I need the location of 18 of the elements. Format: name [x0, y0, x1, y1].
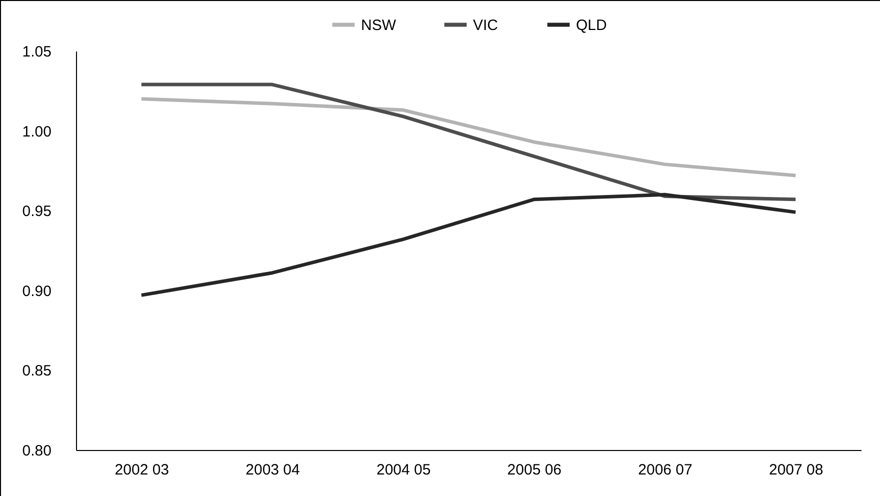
- x-tick-label: 2002 03: [114, 462, 170, 478]
- y-tick-label: 0.95: [22, 203, 52, 220]
- y-tick-label: 1.05: [22, 44, 52, 60]
- x-tick-label: 2007 08: [768, 462, 824, 478]
- y-tick-label: 1.00: [22, 123, 52, 140]
- x-tick-label: 2005 06: [507, 462, 562, 478]
- y-tick-label: 0.85: [22, 362, 52, 380]
- line-series: [140, 192, 798, 297]
- x-tick-label: 2003 04: [246, 462, 300, 478]
- legend-label: QLD: [576, 16, 608, 34]
- legend-label: NSW: [361, 16, 397, 34]
- x-tick-label: 2006 07: [638, 462, 692, 478]
- line-series: [140, 97, 798, 178]
- line-series: [140, 82, 798, 202]
- y-tick-label: 0.80: [22, 442, 52, 460]
- legend-label: VIC: [473, 16, 498, 34]
- x-tick-label: 2004 05: [376, 462, 431, 478]
- y-tick-label: 0.90: [22, 282, 52, 300]
